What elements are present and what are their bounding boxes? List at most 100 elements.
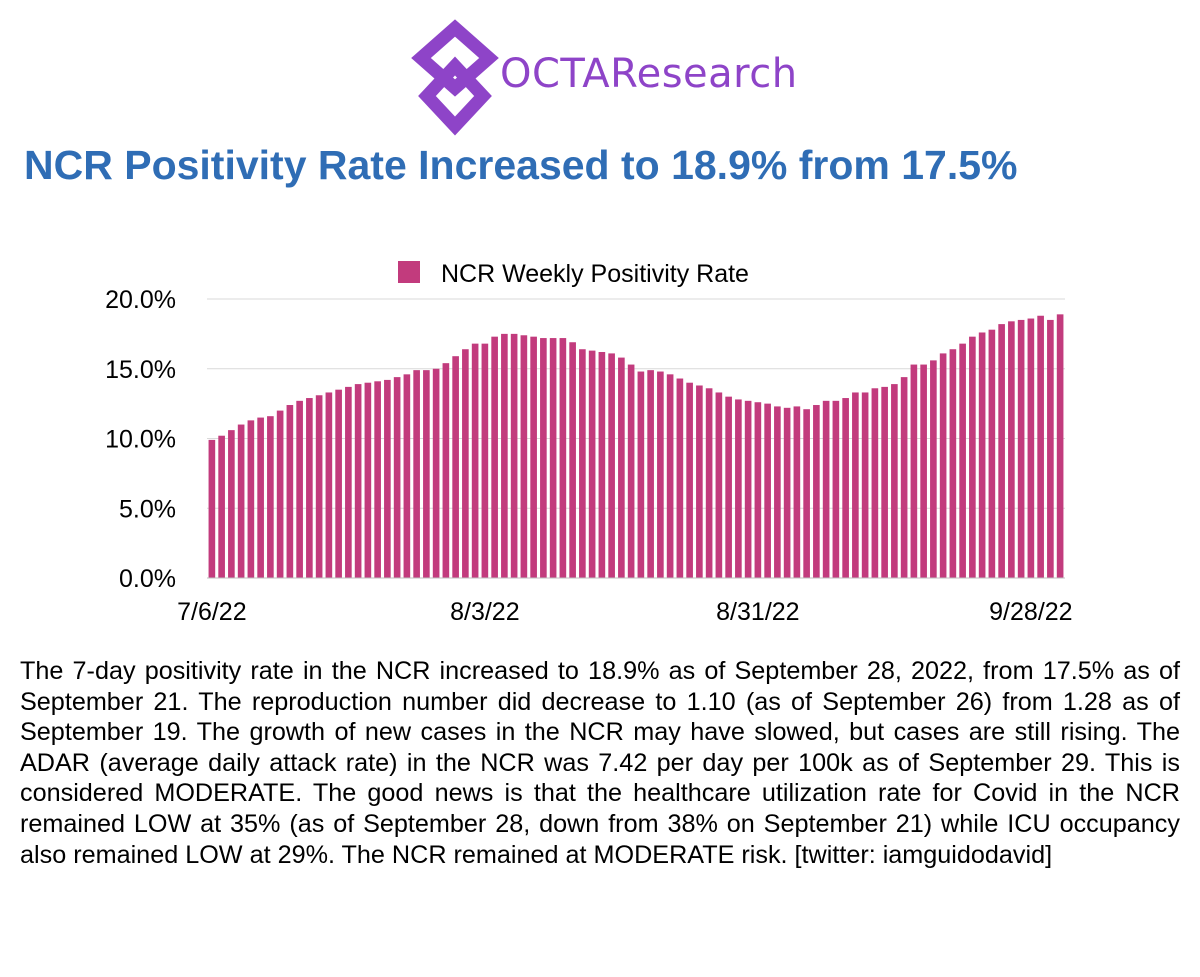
bar	[774, 406, 781, 578]
bar	[1008, 321, 1015, 578]
summary-paragraph: The 7-day positivity rate in the NCR inc…	[20, 657, 1180, 869]
octa-research-logo: OCTAResearch	[410, 18, 810, 138]
bar	[364, 382, 372, 578]
bar	[306, 398, 313, 578]
bar	[403, 374, 411, 578]
y-tick-label: 10.0%	[105, 426, 176, 454]
bar	[764, 403, 771, 578]
bar	[696, 385, 703, 578]
legend-swatch	[398, 261, 420, 283]
bar	[939, 353, 947, 578]
positivity-chart: 0.0% 5.0% 10.0% 15.0% 20.0% 7/6/22 8/3/22 8/31/…	[105, 260, 1072, 626]
bar	[754, 402, 762, 578]
bar	[569, 342, 576, 578]
bar	[462, 349, 469, 578]
bar	[335, 389, 342, 578]
bar	[969, 336, 976, 578]
octa-logo-icon	[411, 19, 499, 136]
bar	[978, 332, 986, 578]
bar	[735, 399, 742, 578]
bar	[842, 398, 849, 578]
bar	[540, 338, 547, 578]
bar	[998, 324, 1005, 578]
bar	[598, 352, 606, 578]
bar	[686, 382, 693, 578]
bar	[501, 333, 508, 578]
bar	[676, 378, 684, 578]
bar	[881, 386, 888, 578]
bar	[549, 338, 557, 578]
x-tick-label: 8/3/22	[450, 598, 520, 626]
bar	[237, 424, 245, 578]
bar	[247, 420, 255, 578]
bar	[354, 384, 362, 578]
bar	[423, 370, 430, 578]
bar	[793, 406, 801, 578]
bar	[832, 400, 840, 578]
bar	[588, 350, 596, 578]
bar	[871, 388, 879, 578]
bar	[627, 364, 635, 578]
y-tick-label: 0.0%	[119, 565, 176, 593]
bar	[608, 353, 615, 578]
bar	[267, 416, 274, 578]
bar	[900, 377, 908, 578]
bar	[657, 371, 664, 578]
bar	[384, 379, 391, 578]
bar	[618, 357, 625, 578]
y-tick-label: 5.0%	[119, 495, 176, 523]
x-tick-label: 7/6/22	[177, 598, 247, 626]
bar	[520, 335, 528, 578]
bar	[208, 439, 216, 578]
bar	[949, 349, 957, 578]
bar	[579, 349, 586, 578]
bar	[452, 356, 459, 578]
bar	[1027, 318, 1035, 578]
x-tick-label: 9/28/22	[989, 598, 1072, 626]
bar	[852, 392, 859, 578]
bar	[725, 396, 732, 578]
bar	[744, 400, 752, 578]
bar	[276, 410, 284, 578]
bar	[910, 364, 918, 578]
bar	[393, 377, 401, 578]
bar	[988, 329, 996, 578]
bar	[491, 336, 498, 578]
bar	[637, 371, 645, 578]
page-title: NCR Positivity Rate Increased to 18.9% f…	[24, 142, 1018, 188]
bar	[481, 343, 489, 578]
bar	[286, 405, 294, 578]
bar	[374, 381, 381, 578]
bar	[822, 400, 830, 578]
bar	[228, 430, 235, 578]
bar	[296, 400, 303, 578]
bar	[920, 364, 927, 578]
bar	[432, 368, 440, 578]
bar	[413, 370, 420, 578]
bar	[803, 409, 810, 578]
bar	[705, 388, 713, 578]
x-tick-label: 8/31/22	[716, 598, 799, 626]
bar	[1017, 319, 1025, 578]
bar	[325, 392, 333, 578]
bar	[559, 338, 567, 578]
y-tick-label: 20.0%	[105, 286, 176, 314]
bar	[1037, 315, 1044, 578]
bar	[315, 395, 323, 578]
bar	[930, 360, 937, 578]
bar	[959, 343, 966, 578]
bar	[1056, 314, 1064, 578]
brand-name: OCTAResearch	[500, 51, 798, 97]
bar	[471, 343, 479, 578]
y-tick-label: 15.0%	[105, 356, 176, 384]
legend-label: NCR Weekly Positivity Rate	[441, 260, 749, 288]
bar	[530, 336, 537, 578]
bar	[813, 405, 820, 578]
bar	[345, 386, 352, 578]
bar	[647, 370, 654, 578]
bar	[891, 384, 898, 578]
bar	[715, 392, 723, 578]
bar	[442, 363, 450, 578]
bar	[510, 333, 518, 578]
bar	[218, 435, 225, 578]
